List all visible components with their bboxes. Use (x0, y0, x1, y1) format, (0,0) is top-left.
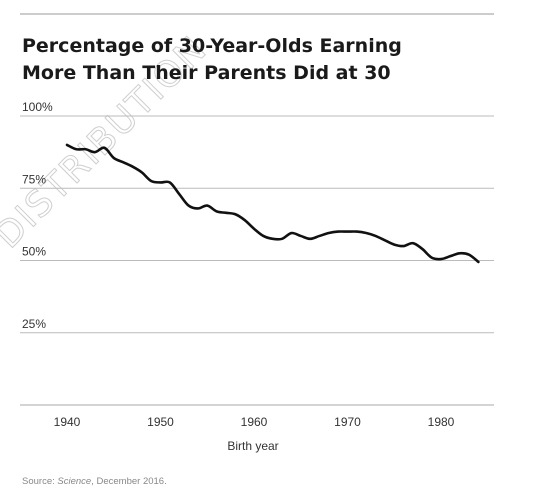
data-point (85, 148, 87, 150)
data-point (225, 212, 227, 214)
series-line (65, 143, 480, 264)
data-point (94, 151, 96, 153)
data-point (141, 171, 143, 173)
y-tick-label: 25% (22, 317, 46, 331)
data-point (197, 207, 199, 209)
x-tick-label: 1960 (241, 415, 268, 429)
data-point (253, 228, 255, 230)
data-point (430, 256, 432, 258)
data-point (122, 161, 124, 163)
y-tick-labels: 100% 75% 50% 25% (22, 100, 53, 331)
data-point (103, 147, 105, 149)
x-tick-labels: 1940 1950 1960 1970 1980 (54, 415, 455, 429)
data-point (178, 193, 180, 195)
x-axis-label: Birth year (227, 439, 278, 453)
x-tick-label: 1970 (334, 415, 361, 429)
data-point (113, 157, 115, 159)
x-tick-label: 1940 (54, 415, 81, 429)
y-tick-label: 50% (22, 245, 46, 259)
data-point (150, 180, 152, 182)
data-point (337, 230, 339, 232)
x-tick-label: 1980 (428, 415, 455, 429)
data-point (290, 232, 292, 234)
data-point (309, 238, 311, 240)
data-point (346, 230, 348, 232)
data-point (281, 238, 283, 240)
y-tick-label: 100% (22, 100, 53, 114)
data-point (131, 165, 133, 167)
data-point (365, 232, 367, 234)
data-point (318, 235, 320, 237)
data-point (262, 235, 264, 237)
x-tick-label: 1950 (147, 415, 174, 429)
data-point (412, 242, 414, 244)
data-point (75, 148, 77, 150)
data-point (459, 252, 461, 254)
data-point (477, 261, 479, 263)
data-point (440, 258, 442, 260)
data-point (468, 254, 470, 256)
data-point (393, 243, 395, 245)
data-point (402, 245, 404, 247)
data-point (169, 181, 171, 183)
data-point (300, 235, 302, 237)
source-suffix: , December 2016. (91, 476, 167, 487)
data-point (449, 255, 451, 257)
data-point (243, 219, 245, 221)
data-point (272, 238, 274, 240)
data-point (356, 230, 358, 232)
data-point (328, 232, 330, 234)
source-prefix: Source: (22, 476, 57, 487)
data-point (187, 204, 189, 206)
data-point (374, 235, 376, 237)
data-point (421, 248, 423, 250)
data-point (66, 144, 68, 146)
data-point (234, 213, 236, 215)
gridlines (20, 115, 494, 406)
data-point (159, 181, 161, 183)
data-point (206, 204, 208, 206)
chart-title-line-2: More Than Their Parents Did at 30 (22, 62, 391, 84)
source-work: Science (57, 476, 91, 487)
source-note: Source: Science, December 2016. (22, 476, 167, 487)
data-point (215, 210, 217, 212)
chart-title-line-1: Percentage of 30-Year-Olds Earning (22, 35, 402, 57)
y-tick-label: 75% (22, 172, 46, 186)
data-point (384, 239, 386, 241)
